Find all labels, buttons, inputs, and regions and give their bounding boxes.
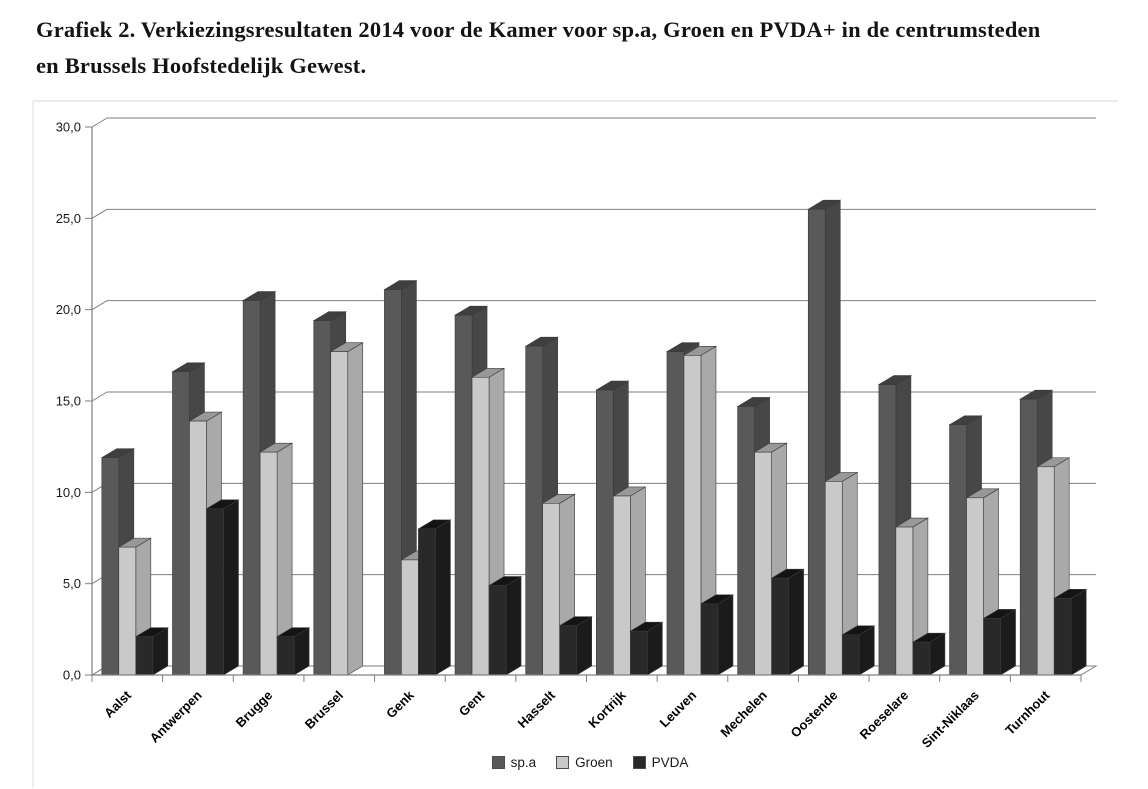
x-label-roeselare: Roeselare [857,688,912,743]
bar-pvda-kortrijk [629,621,664,676]
bar-pvda-mechelen [770,568,805,676]
bar-pvda-aalst [134,627,169,676]
x-label-brugge: Brugge [233,688,276,731]
legend-item-groen: Groen [556,755,613,770]
groen-swatch-icon [556,756,570,769]
bar-pvda-genk [417,519,452,676]
x-label-turnhout: Turnhout [1002,687,1053,738]
x-axis-labels: Aalst Antwerpen Brugge Brussel Genk Gent Hasse… [101,687,1053,751]
x-label-brussel: Brussel [302,688,346,732]
y-tick-label-5: 5,0 [63,576,81,591]
x-label-genk: Genk [383,687,417,721]
chart-title: Grafiek 2. Verkiezingsresultaten 2014 vo… [36,17,1041,78]
bar-groen-brussel [329,342,364,676]
bar-groen-leuven [682,345,718,676]
chart-frame [32,100,1118,788]
x-label-aalst: Aalst [101,687,135,721]
x-label-sint-niklaas: Sint-Niklaas [919,688,982,751]
bar-groen-oostende [824,471,859,676]
chart-canvas: 0,0 5,0 10,0 15,0 20,0 25,0 30,0 Aalst Antwerpen… [32,100,1118,788]
x-label-gent: Gent [456,687,488,719]
bar-pvda-turnhout [1053,588,1088,676]
y-tick-label-0: 0,0 [63,668,81,683]
x-label-kortrijk: Kortrijk [585,687,629,731]
bar-pvda-roeselare [911,632,946,676]
bar-pvda-hasselt [558,616,593,676]
spa-swatch-icon [491,756,505,769]
bar-pvda-brugge [276,627,311,676]
y-axis: 0,0 5,0 10,0 15,0 20,0 25,0 30,0 [56,117,108,683]
legend-label-spa: sp.a [510,755,537,770]
bar-pvda-leuven [699,594,735,676]
x-axis [91,674,1082,682]
x-label-hasselt: Hasselt [515,687,559,731]
bars [100,199,1088,676]
x-label-mechelen: Mechelen [717,687,770,740]
legend-label-pvda: PVDA [651,755,689,770]
y-tick-label-25: 25,0 [56,211,81,226]
y-tick-label-30: 30,0 [56,120,81,135]
y-tick-label-15: 15,0 [56,394,81,409]
legend-label-groen: Groen [575,755,613,770]
y-tick-label-10: 10,0 [56,485,81,500]
y-tick-label-20: 20,0 [56,302,81,317]
bar-pvda-antwerpen [205,499,240,676]
legend-item-spa: sp.a [491,755,537,770]
bar-pvda-gent [487,575,523,676]
bar-groen-brugge [259,442,294,676]
pvda-swatch-icon [632,756,646,769]
bar-pvda-oostende [841,625,876,676]
bar-pvda-sint-niklaas [982,608,1017,676]
chart-floor [90,665,1098,676]
chart-legend: sp.a Groen PVDA [16,755,1148,770]
x-label-leuven: Leuven [656,687,699,730]
x-label-antwerpen: Antwerpen [147,687,205,745]
legend-item-pvda: PVDA [632,755,689,770]
x-label-oostende: Oostende [788,688,841,741]
